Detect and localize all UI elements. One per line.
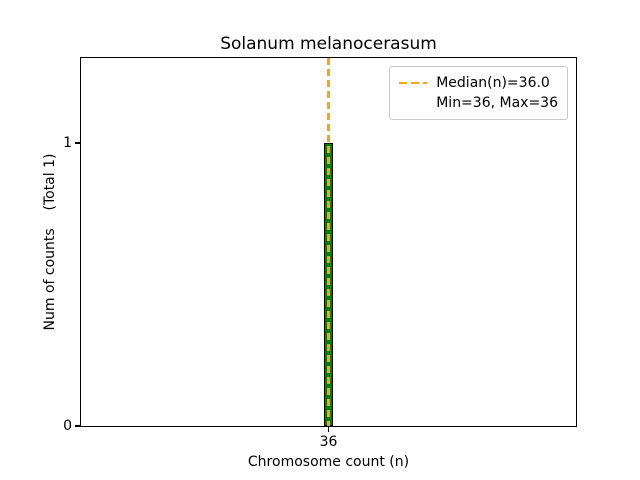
y-tick-mark <box>75 142 80 144</box>
x-tick-mark <box>327 427 330 432</box>
x-tick-label: 36 <box>319 434 338 450</box>
y-tick-mark <box>75 425 80 427</box>
legend-sample-spacer <box>399 102 427 105</box>
y-tick-label: 1 <box>63 134 72 151</box>
chart-title: Solanum melanocerasum <box>220 34 437 54</box>
median-line <box>327 58 330 426</box>
legend-label-minmax: Min=36, Max=36 <box>436 95 558 111</box>
legend-row-median: Median(n)=36.0 <box>399 73 558 93</box>
plot-area: Median(n)=36.0 Min=36, Max=36 0 1 36 <box>63 57 577 450</box>
median-dashed-line-icon <box>399 81 428 85</box>
y-tick-label: 0 <box>63 418 72 434</box>
x-axis-label: Chromosome count (n) <box>247 454 410 470</box>
legend-label-median: Median(n)=36.0 <box>436 75 550 91</box>
legend: Median(n)=36.0 Min=36, Max=36 <box>389 66 568 120</box>
legend-row-minmax: Min=36, Max=36 <box>399 93 558 113</box>
y-axis-label: Num of counts (Total 1) <box>42 153 58 331</box>
